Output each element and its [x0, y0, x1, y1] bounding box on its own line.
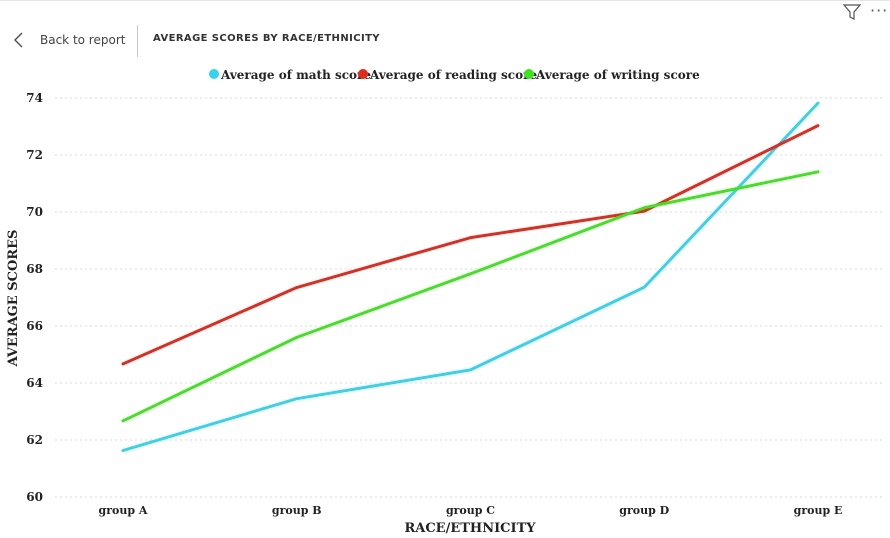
filter-icon[interactable] [843, 4, 861, 20]
x-axis-ticks: group A group B group C group D group E [99, 504, 843, 517]
x-tick-label: group C [446, 504, 495, 517]
legend-label: Average of writing score [535, 68, 700, 82]
legend-label: Average of math score [220, 68, 371, 82]
x-axis-title: RACE/ETHNICITY [404, 521, 536, 536]
chevron-left-icon [13, 32, 23, 48]
back-to-report-label: Back to report [40, 33, 126, 47]
legend-marker [524, 69, 534, 79]
y-tick-label: 64 [26, 376, 43, 390]
y-tick-label: 68 [26, 262, 43, 276]
y-axis-ticks: 60 62 64 66 68 70 72 74 [26, 91, 43, 504]
y-tick-label: 62 [26, 433, 43, 447]
x-tick-label: group D [619, 504, 669, 517]
x-tick-label: group A [99, 504, 148, 517]
x-tick-label: group E [794, 504, 843, 517]
chart-series [121, 101, 820, 453]
header-divider [137, 25, 138, 57]
page-title: AVERAGE SCORES BY RACE/ETHNICITY [153, 33, 380, 44]
legend-label: Average of reading score [369, 68, 537, 82]
series-line [121, 101, 820, 453]
chart-grid [55, 97, 885, 498]
y-tick-label: 70 [26, 205, 43, 219]
legend-marker [209, 69, 219, 79]
x-tick-label: group B [272, 504, 322, 517]
top-border [0, 0, 890, 1]
y-tick-label: 72 [26, 148, 43, 162]
series-line [121, 170, 820, 423]
y-tick-label: 66 [26, 319, 43, 333]
y-tick-label: 74 [26, 91, 43, 105]
more-options-icon[interactable]: ··· [870, 1, 889, 20]
back-to-report-button[interactable]: Back to report [12, 28, 125, 52]
legend-marker [358, 69, 368, 79]
y-tick-label: 60 [26, 490, 43, 504]
y-axis-title: AVERAGE SCORES [6, 230, 21, 368]
series-line [121, 124, 820, 366]
